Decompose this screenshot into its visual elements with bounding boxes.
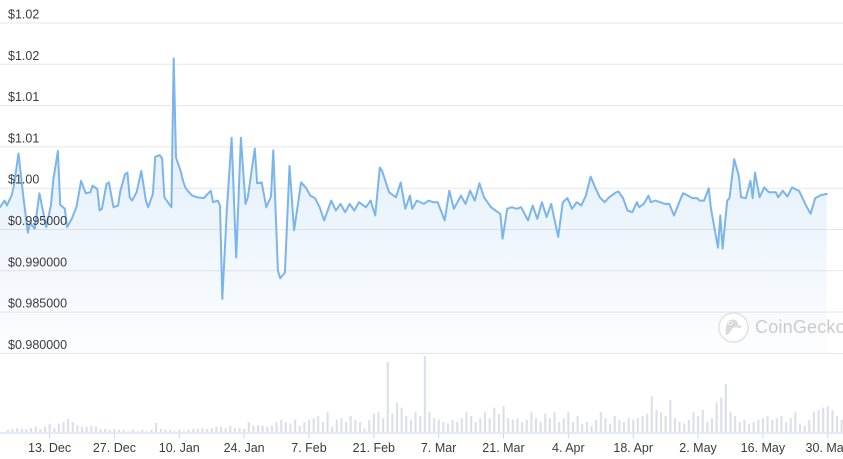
x-axis-label: 13. Dec [28,441,71,455]
x-axis-label: 21. Mar [482,441,524,455]
x-axis-label: 30. May [806,441,843,455]
volume-bars[interactable] [6,356,843,432]
x-axis-label: 16. May [741,441,786,455]
price-area-fill [0,58,827,355]
y-axis-label: $1.01 [8,131,39,145]
coingecko-logo-icon [718,312,749,343]
price-line[interactable] [0,57,828,300]
y-axis-labels: $1.02 $1.02 $1.01 $1.01 $1.00 $0.995000 $0.990… [8,8,67,352]
watermark-text: CoinGecko [755,317,843,337]
x-axis-label: 10. Jan [159,441,200,455]
x-axis-label: 18. Apr [613,441,653,455]
y-axis-label: $1.02 [8,8,39,22]
y-axis-label: $1.00 [8,173,39,187]
x-axis-labels: 13. Dec 27. Dec 10. Jan 24. Jan 7. Feb 21. Fe… [28,441,843,455]
x-axis-label: 7. Mar [421,441,456,455]
x-axis-label: 24. Jan [224,441,265,455]
x-axis-label: 2. May [679,441,717,455]
y-axis-label: $0.980000 [8,338,67,352]
y-axis-label: $0.995000 [8,214,67,228]
y-axis-label: $1.01 [8,90,39,104]
x-axis-label: 27. Dec [93,441,136,455]
x-axis-label: 4. Apr [552,441,585,455]
coingecko-watermark: CoinGecko [718,312,843,343]
x-axis-label: 21. Feb [353,441,395,455]
x-axis-ticks [49,433,829,439]
y-axis-label: $0.990000 [8,255,67,269]
y-axis-label: $0.985000 [8,297,67,311]
y-axis-label: $1.02 [8,49,39,63]
x-axis-label: 7. Feb [291,441,326,455]
